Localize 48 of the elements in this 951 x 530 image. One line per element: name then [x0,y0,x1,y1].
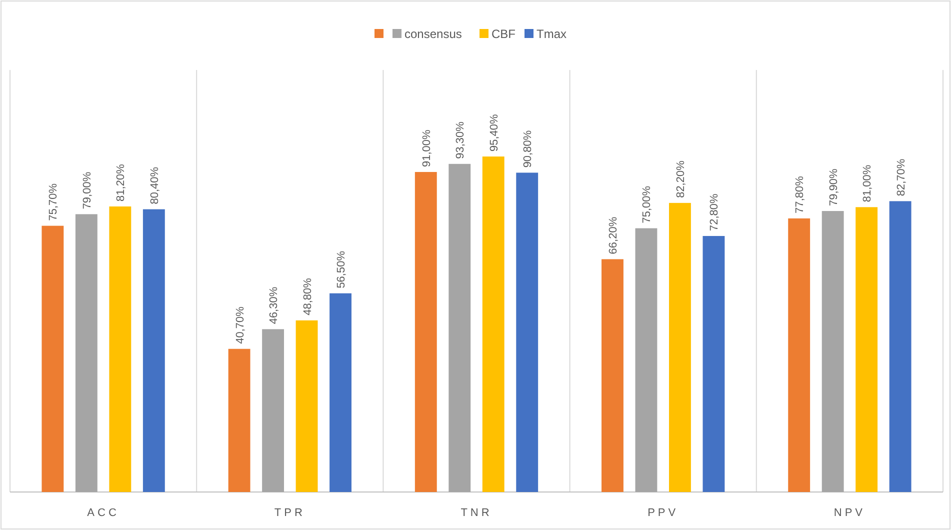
bar [482,156,504,492]
data-label: 77,80% [794,176,806,214]
bar [635,228,658,492]
data-label: 56,50% [336,250,348,288]
bar [109,206,132,492]
data-label: 95,40% [488,114,500,152]
bar [296,320,318,492]
legend-label: consensus [404,27,462,41]
data-label: 79,00% [81,172,94,210]
data-label: 40,70% [234,306,246,344]
data-label: 90,80% [522,130,534,168]
data-label: 48,80% [302,278,314,316]
data-label: 81,20% [115,164,128,202]
data-label: 66,20% [607,216,620,254]
x-tick-label: ACC [87,507,120,519]
data-label: 79,90% [828,168,840,206]
data-label: 75,70% [48,183,60,221]
data-label: 72,80% [708,193,721,231]
bar [142,209,165,492]
data-label: 80,40% [148,166,161,204]
bar [330,293,352,492]
bar [516,172,538,492]
x-tick-label: TNR [460,507,492,519]
data-label: 82,20% [674,160,687,198]
bar [669,202,691,492]
data-label: 81,00% [862,164,874,202]
bar [856,207,878,492]
legend-label: CBF [492,27,516,41]
bar [75,214,98,492]
legend-label: Tmax [536,27,566,41]
bar [702,236,725,492]
data-label: 91,00% [420,129,433,167]
data-label: 46,30% [268,286,280,324]
data-label: 93,30% [454,121,467,159]
x-tick-label: TPR [274,507,306,519]
x-tick-label: PPV [648,507,679,519]
bar [414,172,437,492]
bar [42,226,64,492]
bar [889,201,912,492]
bar [262,329,284,492]
bar [788,218,810,492]
bar [448,164,471,492]
x-tick-label: NPV [834,507,866,519]
bar [602,259,624,492]
bar [228,348,250,492]
bar [822,211,844,492]
data-label: 82,70% [895,158,908,196]
data-label: 75,00% [641,186,654,224]
